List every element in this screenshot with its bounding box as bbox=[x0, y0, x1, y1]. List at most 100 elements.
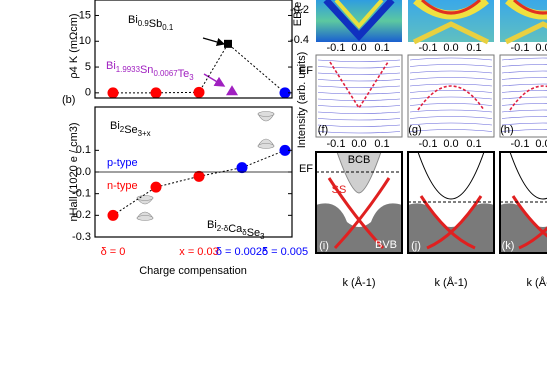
band bbox=[505, 0, 547, 20]
spectrum bbox=[317, 92, 401, 95]
marker bbox=[107, 209, 119, 221]
spectrum bbox=[501, 64, 547, 67]
label: -0.1 bbox=[511, 42, 530, 54]
label: 0.1 bbox=[374, 138, 389, 150]
y-axis-title: nHall (1020 e / cm3) bbox=[68, 122, 80, 221]
inset-icon bbox=[136, 111, 275, 221]
spectrum bbox=[409, 109, 493, 113]
label: 0.1 bbox=[374, 42, 389, 54]
spectrum bbox=[501, 109, 547, 113]
panel-label: (b) bbox=[62, 94, 75, 106]
conduction-band bbox=[509, 151, 547, 200]
label: k (Å-1) bbox=[343, 276, 376, 289]
spectrum bbox=[409, 70, 493, 74]
label: 0.0 bbox=[535, 138, 547, 150]
marker bbox=[279, 144, 291, 156]
band bbox=[504, 21, 547, 45]
y-tick-label: 0 bbox=[85, 87, 91, 99]
marker bbox=[107, 87, 119, 98]
label: k (Å-1) bbox=[435, 276, 468, 289]
plot-frame bbox=[94, 0, 293, 99]
panel bbox=[407, 54, 495, 138]
spectrum bbox=[317, 124, 401, 127]
marker bbox=[150, 181, 162, 193]
label: -0.1 bbox=[419, 138, 438, 150]
marker bbox=[193, 86, 205, 98]
plot bbox=[107, 144, 291, 221]
arrow bbox=[202, 37, 226, 47]
spectrum bbox=[317, 131, 401, 134]
annotation: Bi0.9Sb0.1 bbox=[128, 14, 174, 32]
label: 0.0 bbox=[351, 138, 366, 150]
spectrum bbox=[409, 90, 493, 93]
spectrum bbox=[317, 85, 401, 88]
y-tick-label: -0.2 bbox=[72, 209, 91, 221]
spectrum bbox=[409, 57, 493, 61]
x-axis-title: Charge compensation bbox=[139, 265, 247, 277]
annotation: Bi2Se3+x bbox=[110, 120, 151, 138]
panel-frame bbox=[499, 151, 547, 254]
spectrum bbox=[501, 129, 547, 132]
label: SS bbox=[332, 184, 347, 196]
surface-state bbox=[419, 195, 476, 250]
spectrum bbox=[409, 129, 493, 132]
trend-line bbox=[113, 43, 286, 94]
band bbox=[323, 0, 395, 42]
spectrum bbox=[409, 116, 493, 119]
label: BCB bbox=[348, 154, 371, 166]
label: -0.4 bbox=[290, 34, 309, 46]
dispersion bbox=[417, 85, 485, 111]
x-tick-label: x = 0.03 bbox=[179, 246, 218, 258]
label: (k) bbox=[502, 240, 515, 252]
surface-state bbox=[327, 177, 385, 250]
spectrum bbox=[317, 59, 401, 62]
marker bbox=[150, 87, 162, 98]
y-tick-label: -0.1 bbox=[72, 188, 91, 200]
trend-line bbox=[112, 149, 286, 216]
spectrum bbox=[409, 77, 493, 80]
label: 0.0 bbox=[351, 42, 366, 54]
label: Intensity (arb. units) bbox=[296, 52, 308, 149]
y-tick-label: -0.3 bbox=[72, 231, 91, 243]
label: EF bbox=[299, 163, 313, 175]
x-tick-label: δ = 0.005 bbox=[262, 246, 308, 258]
band bbox=[334, 0, 384, 30]
marker bbox=[193, 170, 205, 182]
label: EF bbox=[299, 65, 313, 77]
plot bbox=[107, 39, 291, 98]
panel-frame bbox=[315, 151, 403, 254]
label: 0.0 bbox=[535, 42, 547, 54]
label: 0.1 bbox=[466, 138, 481, 150]
label: (i) bbox=[319, 240, 329, 252]
y-tick-label: 0.0 bbox=[76, 166, 91, 178]
x-tick-label: δ = 0 bbox=[101, 246, 126, 258]
marker bbox=[279, 87, 291, 98]
spectrum bbox=[501, 122, 547, 126]
legend-label: n-type bbox=[107, 180, 138, 192]
spectrum bbox=[409, 96, 493, 100]
label: -0.1 bbox=[327, 138, 346, 150]
band bbox=[420, 0, 482, 15]
spectrum bbox=[501, 57, 547, 61]
x-tick-label: δ = 0.0025 bbox=[216, 246, 268, 258]
marker bbox=[226, 85, 238, 96]
valence-band bbox=[408, 203, 494, 253]
spectrum bbox=[409, 83, 493, 87]
y-tick-label: 10 bbox=[79, 35, 91, 47]
panel-frame bbox=[407, 151, 495, 254]
legend-label: p-type bbox=[107, 157, 138, 169]
label: 0.0 bbox=[443, 42, 458, 54]
y-tick-label: 0.1 bbox=[76, 144, 91, 156]
label: 0.1 bbox=[466, 42, 481, 54]
label: EB(e bbox=[292, 2, 304, 26]
y-axis-title: ρ4 K (mΩcm) bbox=[68, 13, 80, 78]
spectrum bbox=[501, 77, 547, 80]
surface-state bbox=[511, 195, 547, 238]
surface-state bbox=[426, 195, 483, 250]
annotation: Bi1.9933Sn0.0067Te3 bbox=[106, 60, 194, 82]
label: (j) bbox=[411, 240, 421, 252]
dispersion bbox=[329, 61, 389, 110]
arpes-panels: -0.1 0.0 0.1 -0.1 0.0 0.1 -0.1 0.0 -0.2 -0.4 EB(e (… bbox=[290, 0, 547, 289]
